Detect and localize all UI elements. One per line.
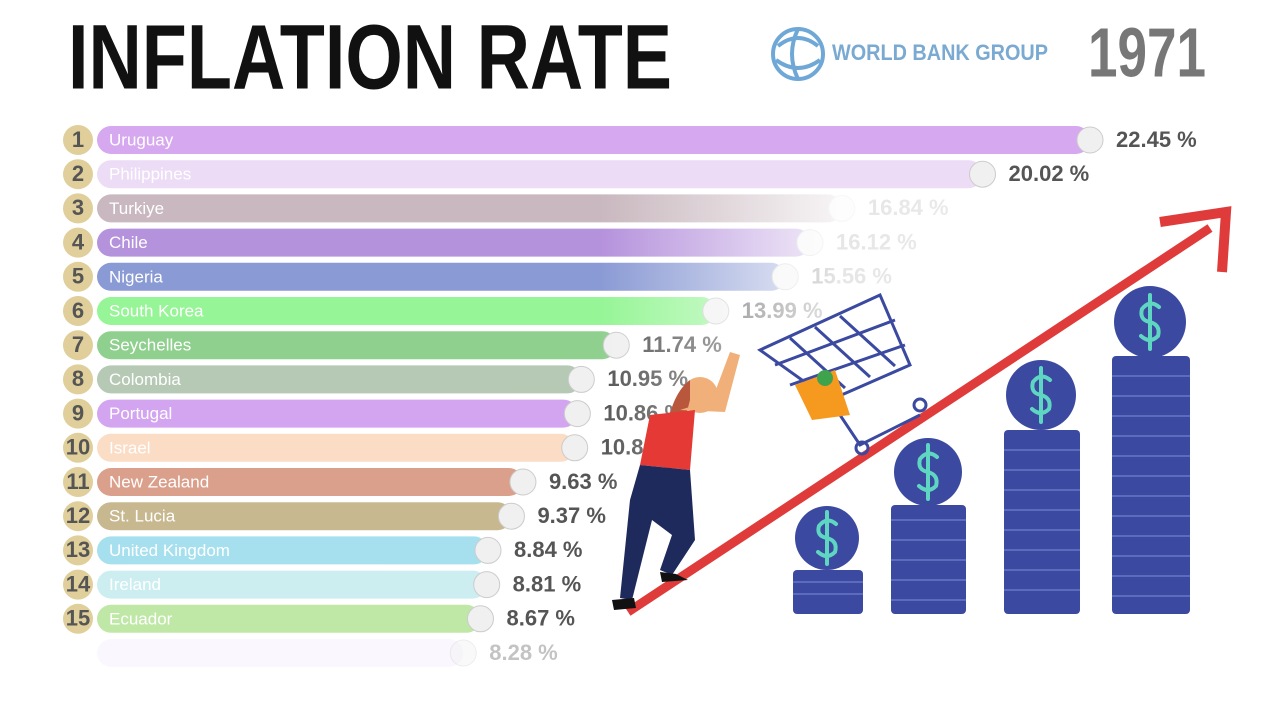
value-label: 20.02 % (1009, 161, 1090, 186)
rank: 7 (72, 332, 84, 357)
flag (567, 365, 595, 393)
rank-badge (63, 227, 93, 258)
rank: 5 (72, 264, 84, 289)
flag (563, 400, 591, 428)
value-label: 8.28 % (489, 640, 558, 665)
flag (1076, 126, 1104, 154)
flag (497, 502, 525, 530)
flag (474, 536, 502, 564)
rank-badge (63, 296, 93, 326)
rank-badge (63, 125, 93, 155)
bar (97, 331, 617, 360)
country-label: Philippines (109, 165, 191, 184)
rank: 8 (72, 366, 84, 391)
value-label: 8.67 % (506, 606, 574, 631)
rank-badge (63, 159, 93, 190)
value-label: 9.37 % (537, 503, 606, 528)
rank: 12 (66, 503, 90, 528)
bar (97, 365, 582, 394)
rank: 6 (72, 298, 84, 323)
rank-badge (63, 261, 93, 292)
bar (97, 604, 481, 633)
flag (466, 605, 494, 633)
country-label: St. Lucia (109, 507, 176, 526)
bar (97, 160, 983, 189)
bar (97, 468, 523, 496)
rank: 2 (72, 161, 84, 186)
rank-badge (63, 330, 93, 361)
rank: 14 (66, 571, 91, 596)
rank: 10 (66, 435, 90, 460)
rank-badge (63, 603, 93, 634)
rank: 11 (66, 469, 89, 494)
bar (97, 536, 489, 565)
bar (97, 297, 716, 325)
country-label: Israel (109, 438, 151, 457)
country-label: Ireland (109, 575, 161, 594)
bar (97, 399, 578, 428)
value-label: 8.84 % (514, 537, 583, 562)
rank-badge (63, 364, 93, 395)
value-label: 22.45 % (1116, 127, 1197, 152)
bar (97, 502, 512, 531)
bar (97, 570, 487, 599)
logo: WORLD BANK GROUP (771, 27, 1048, 81)
rank-badge (63, 398, 93, 429)
flag (449, 639, 477, 667)
rank: 9 (72, 400, 84, 425)
bar (97, 126, 1090, 154)
flag (969, 160, 997, 188)
country-label: Nigeria (109, 267, 163, 286)
value-label: 8.81 % (513, 571, 582, 596)
flag (509, 468, 537, 496)
rank-badge (63, 193, 93, 224)
source: WORLD BANK GROUP (832, 40, 1048, 65)
country-label: Turkiye (109, 199, 164, 218)
rank-badge (63, 432, 93, 463)
chart-title: INFLATION RATE (68, 6, 672, 108)
illustration (600, 190, 1280, 620)
rank-badge (63, 467, 93, 497)
rank-badge (63, 501, 93, 532)
country-label: United Kingdom (109, 541, 230, 560)
country-label: Uruguay (109, 130, 174, 149)
country-label: Seychelles (109, 336, 191, 355)
bar (97, 433, 575, 462)
rank-badge (63, 535, 93, 566)
bar (97, 639, 464, 667)
rank: 13 (66, 537, 90, 562)
year: 1971 (1088, 13, 1206, 91)
country-label: Chile (109, 233, 148, 252)
flag (473, 571, 501, 599)
rank: 15 (66, 606, 90, 631)
country-label: Portugal (109, 404, 172, 423)
rank-badge (63, 569, 93, 600)
country-label: Colombia (109, 370, 181, 389)
country-label: South Korea (109, 301, 204, 320)
country-label: Ecuador (109, 609, 173, 628)
country-label: New Zealand (109, 472, 209, 491)
rank: 3 (72, 195, 84, 220)
rank: 4 (72, 229, 85, 254)
flag (561, 434, 589, 462)
rank: 1 (72, 127, 84, 152)
